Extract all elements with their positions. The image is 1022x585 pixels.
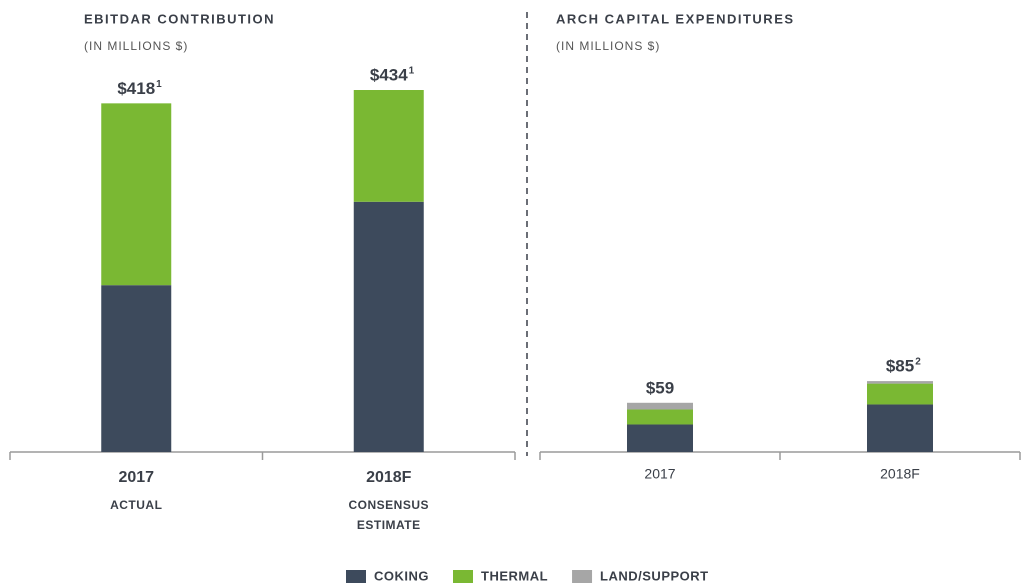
bar-segment: [353, 90, 424, 202]
chart-subtitle: (IN MILLIONS $): [84, 39, 188, 53]
total-label: $59: [646, 378, 674, 397]
legend-label: COKING: [374, 568, 429, 583]
legend-swatch: [453, 570, 473, 583]
legend-label: LAND/SUPPORT: [600, 568, 709, 583]
total-label: $434: [370, 65, 408, 84]
legend-swatch: [572, 570, 593, 583]
x-tick-label: 2017: [644, 466, 675, 482]
x-tick-label: 2018F: [880, 466, 920, 482]
footnote-mark: 2: [915, 357, 921, 368]
chart-title: ARCH CAPITAL EXPENDITURES: [556, 11, 795, 26]
chart-title: EBITDAR CONTRIBUTION: [84, 11, 275, 26]
legend-swatch: [346, 570, 366, 583]
x-tick-label: 2018F: [366, 469, 412, 486]
bar-segment: [353, 201, 424, 452]
bar-segment: [101, 285, 172, 452]
legend-label: THERMAL: [481, 568, 548, 583]
bar-segment: [627, 409, 693, 425]
bar-segment: [627, 424, 693, 452]
footnote-mark: 1: [409, 66, 415, 77]
x-tick-label: 2017: [118, 469, 154, 486]
chart-subtitle: (IN MILLIONS $): [556, 39, 660, 53]
bar-segment: [867, 381, 933, 384]
bar-segment: [867, 383, 933, 405]
bar-segment: [101, 103, 172, 286]
bar-segment: [867, 404, 933, 452]
bar-segment: [627, 402, 693, 410]
category-note: ACTUAL: [110, 498, 162, 512]
footnote-mark: 1: [156, 79, 162, 90]
category-note: CONSENSUS: [348, 498, 429, 512]
total-label: $85: [886, 357, 914, 376]
total-label: $418: [117, 79, 155, 98]
category-note: ESTIMATE: [357, 518, 421, 532]
